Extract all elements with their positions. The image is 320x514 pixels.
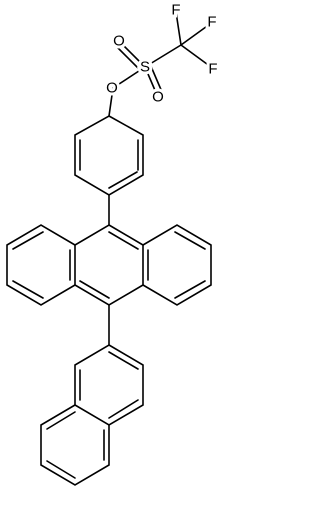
atom-label: F — [208, 61, 217, 78]
atom-label: F — [207, 14, 216, 31]
molecule-diagram: F F F S O O O — [6, 1, 218, 486]
atom-label: O — [152, 89, 164, 106]
atom-label: F — [171, 2, 180, 19]
bonds — [6, 11, 212, 486]
atom-label: O — [106, 80, 118, 97]
atom-label: S — [140, 59, 150, 76]
atom-label: O — [113, 33, 125, 50]
